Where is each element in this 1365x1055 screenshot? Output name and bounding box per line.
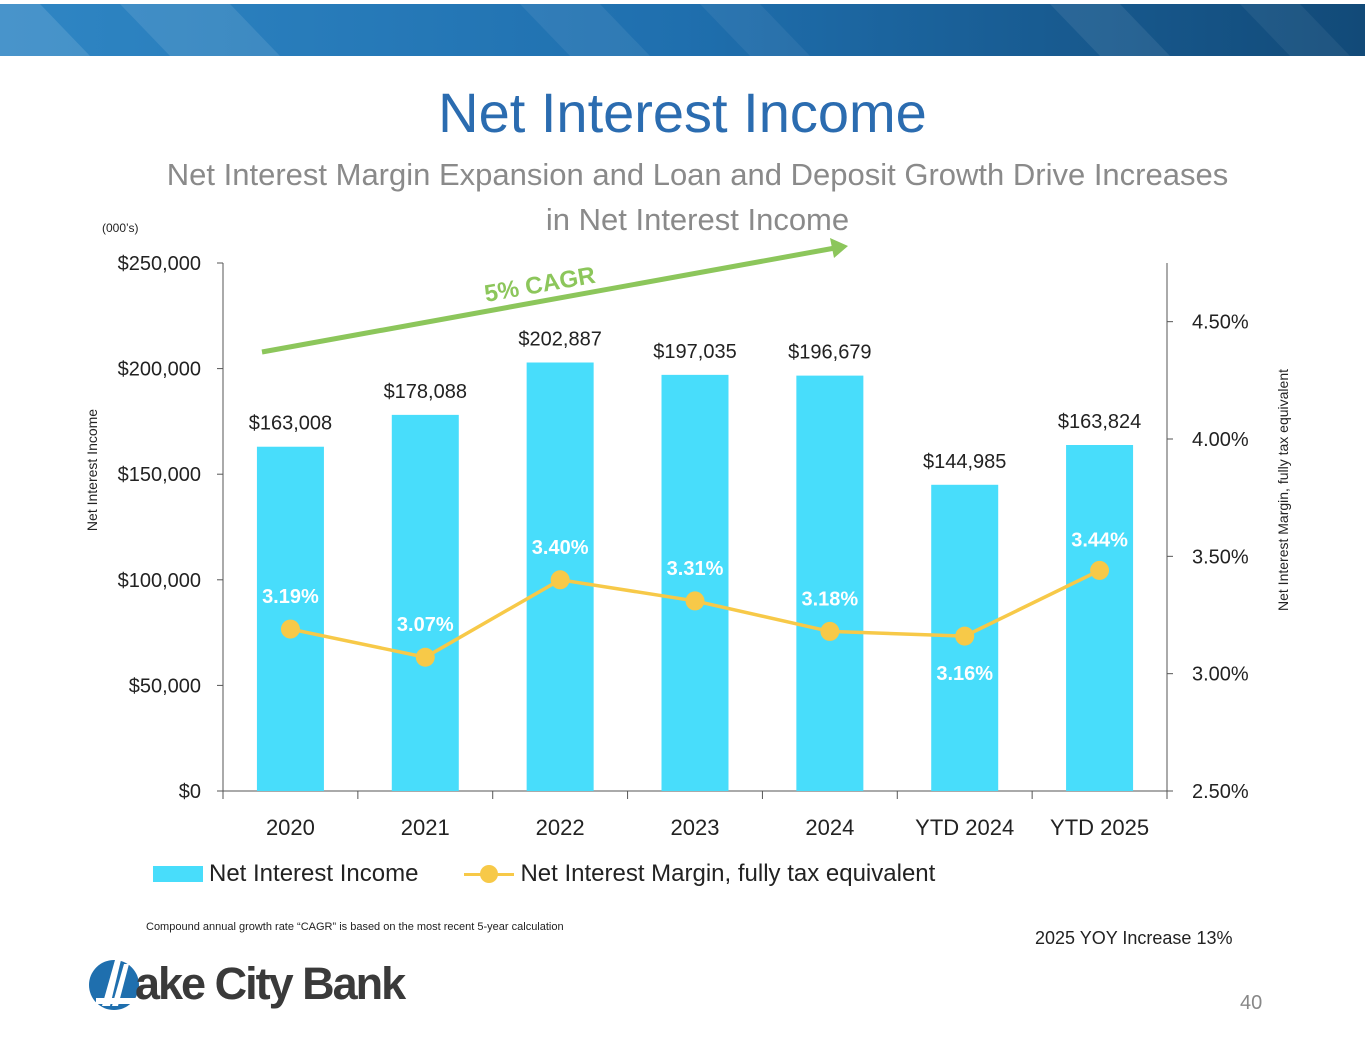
y-tick-label: $100,000 — [118, 570, 201, 592]
subtitle-line-2: in Net Interest Income — [545, 202, 850, 237]
bar-series — [256, 362, 1134, 791]
page-number: 40 — [1240, 992, 1263, 1014]
bar — [256, 446, 324, 791]
bar-value-label: $163,824 — [1058, 411, 1141, 433]
y-tick-label: $250,000 — [118, 253, 201, 275]
y2-tick-label: 4.50% — [1192, 312, 1249, 334]
nim-point — [955, 626, 975, 646]
nim-value-label: 3.18% — [801, 588, 858, 610]
yoy-increase-note: 2025 YOY Increase 13% — [1035, 928, 1233, 948]
logo-text: ake City Bank — [135, 958, 406, 1009]
nim-point — [820, 621, 840, 641]
cagr-arrow-head — [830, 238, 848, 258]
x-tick-label: 2022 — [536, 815, 585, 840]
bar-value-label: $178,088 — [384, 381, 467, 403]
bar-value-label: $196,679 — [788, 342, 871, 364]
line-series: 3.19% 3.07% 3.40% 3.31% 3.18% 3.16% 3.44% — [262, 529, 1128, 685]
slide-title: Net Interest Income — [438, 81, 927, 144]
units-note: (000’s) — [102, 221, 139, 235]
nim-value-label: 3.31% — [667, 558, 724, 580]
chart-axes: $0 $50,000 $100,000 $150,000 $200,000 $250,00… — [84, 253, 1291, 840]
y-tick-label: $200,000 — [118, 359, 201, 381]
y2-axis-title: Net Interest Margin, fully tax equivalen… — [1275, 369, 1291, 611]
x-tick-label: YTD 2024 — [915, 815, 1014, 840]
y-axis-title: Net Interest Income — [84, 409, 100, 531]
bar — [1066, 445, 1134, 791]
x-tick-label: 2021 — [401, 815, 450, 840]
nim-value-label: 3.16% — [936, 663, 993, 685]
legend-line-label: Net Interest Margin, fully tax equivalen… — [520, 860, 936, 887]
bar-value-label: $197,035 — [653, 341, 736, 363]
nim-point — [685, 591, 705, 611]
nim-point — [550, 570, 570, 590]
header-banner — [0, 4, 1365, 56]
y2-tick-label: 4.00% — [1192, 429, 1249, 451]
nim-point — [280, 619, 300, 639]
x-tick-label: 2020 — [266, 815, 315, 840]
bar-value-label: $144,985 — [923, 451, 1006, 473]
logo-mark-icon — [89, 960, 139, 1010]
legend-bar-swatch — [153, 866, 203, 882]
bar-value-label: $163,008 — [249, 413, 332, 435]
y2-tick-label: 3.00% — [1192, 664, 1249, 686]
nim-value-label: 3.40% — [532, 537, 589, 559]
nim-value-label: 3.44% — [1071, 529, 1128, 551]
x-tick-label: 2023 — [671, 815, 720, 840]
cagr-arrow-line — [261, 245, 836, 355]
nim-value-label: 3.19% — [262, 586, 319, 608]
bar-value-labels: $163,008 $178,088 $202,887 $197,035 $196,679… — [249, 329, 1142, 473]
nim-point — [415, 647, 435, 667]
cagr-footnote: Compound annual growth rate “CAGR” is ba… — [146, 921, 564, 933]
bar — [796, 375, 864, 791]
subtitle-line-1: Net Interest Margin Expansion and Loan a… — [166, 157, 1229, 192]
y-tick-label: $150,000 — [118, 464, 201, 486]
bar-value-label: $202,887 — [518, 329, 601, 351]
legend-line-swatch — [464, 864, 515, 884]
legend-bar-label: Net Interest Income — [209, 860, 419, 887]
x-tick-label: 2024 — [805, 815, 854, 840]
bar — [391, 414, 459, 791]
slide-subtitle: Net Interest Margin Expansion and Loan a… — [90, 152, 1305, 242]
lake-city-bank-logo: ake City Bank — [88, 954, 418, 1018]
nim-value-label: 3.07% — [397, 614, 454, 636]
y2-tick-label: 2.50% — [1192, 781, 1249, 803]
nim-point — [1090, 560, 1110, 580]
y-tick-label: $0 — [179, 781, 201, 803]
y-tick-label: $50,000 — [129, 675, 201, 697]
chart-legend: Net Interest Income Net Interest Margin,… — [153, 858, 935, 890]
y2-tick-label: 3.50% — [1192, 546, 1249, 568]
bar — [661, 374, 729, 791]
x-tick-label: YTD 2025 — [1050, 815, 1149, 840]
